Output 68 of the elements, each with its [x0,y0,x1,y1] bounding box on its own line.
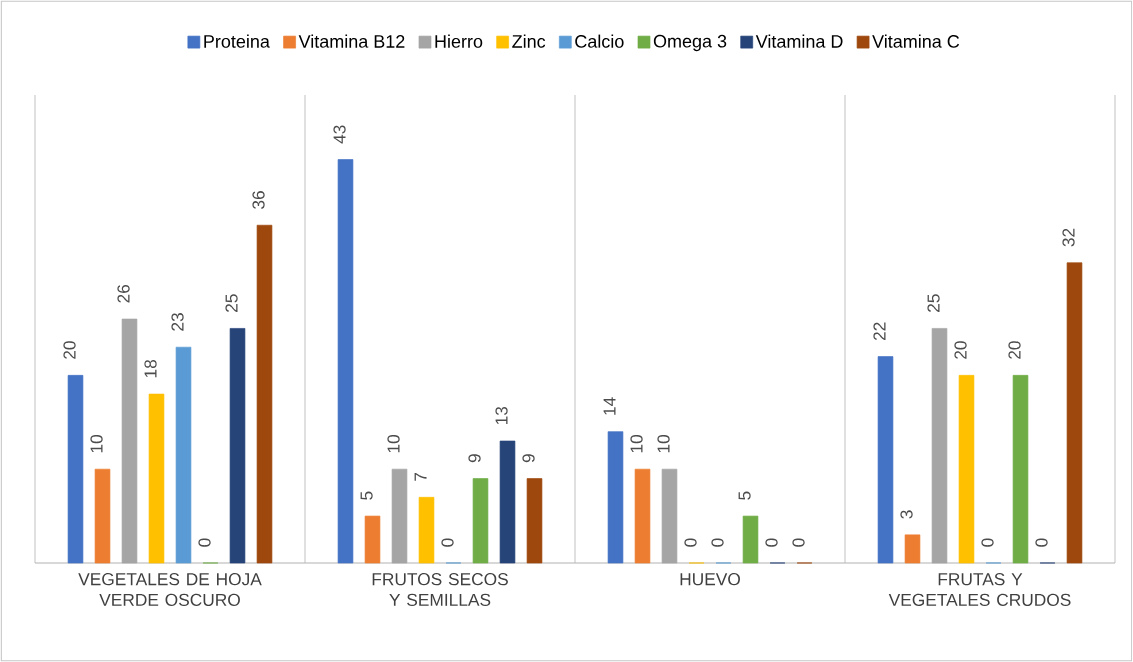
bar [229,328,246,564]
bar [877,356,894,564]
data-label: 3 [900,510,913,519]
bar [391,468,408,564]
bar [634,468,651,564]
bar [742,515,759,564]
bar [148,393,165,564]
bar [1066,262,1083,564]
data-label: 26 [117,284,130,303]
bar [121,318,138,564]
bar [337,159,354,564]
bar [661,468,678,564]
data-label: 20 [63,341,76,359]
x-tick-label: FRUTOS SECOS Y SEMILLAS [372,573,508,606]
data-label: 20 [954,341,967,359]
data-label: 0 [441,538,454,547]
bar [364,515,381,564]
data-label: 0 [684,538,697,547]
legend-label: Hierro [435,34,483,48]
bar [499,440,516,564]
data-label: 36 [252,191,265,209]
data-label: 20 [1008,341,1021,359]
data-label: 14 [603,397,616,415]
data-label: 0 [711,538,724,547]
data-label: 23 [171,313,184,331]
data-label: 10 [630,434,643,453]
data-label: 32 [1062,228,1075,247]
data-label: 0 [765,538,778,547]
data-label: 13 [495,406,508,425]
x-tick-label: VEGETALES DE HOJA VERDE OSCURO [78,573,262,606]
data-label: 25 [927,294,940,312]
data-label: 43 [333,125,346,144]
x-tick-label: FRUTAS Y VEGETALES CRUDOS [888,573,1071,606]
bar [607,431,624,564]
legend-label: Zinc [512,34,546,48]
data-label: 0 [198,538,211,547]
bar [904,534,921,564]
legend-label: Proteina [204,34,270,48]
bar [958,375,975,564]
bar [67,375,84,564]
data-label: 5 [738,491,751,500]
data-label: 5 [360,491,373,500]
data-label: 9 [522,454,535,463]
data-label: 25 [225,294,238,312]
bar [1012,375,1029,564]
data-label: 10 [387,434,400,453]
data-label: 0 [1035,538,1048,547]
data-label: 7 [414,472,427,481]
data-label: 18 [144,359,157,378]
bar [94,468,111,564]
bar [175,346,192,564]
x-tick-label: HUEVO [680,573,740,586]
legend-label: Vitamina D [755,34,843,48]
data-label: 0 [792,538,805,547]
legend-label: Calcio [575,34,624,48]
legend-label: Vitamina B12 [298,34,405,48]
legend-label: Omega 3 [653,34,727,52]
bar [418,496,435,564]
bar [526,478,543,564]
legend-label: Vitamina C [872,34,960,48]
data-label: 10 [657,434,670,453]
data-label: 9 [468,454,481,463]
data-label: 22 [873,322,886,341]
data-label: 0 [981,538,994,547]
bar [472,478,489,564]
bar [256,224,273,564]
data-label: 10 [90,434,103,453]
bar [931,328,948,564]
